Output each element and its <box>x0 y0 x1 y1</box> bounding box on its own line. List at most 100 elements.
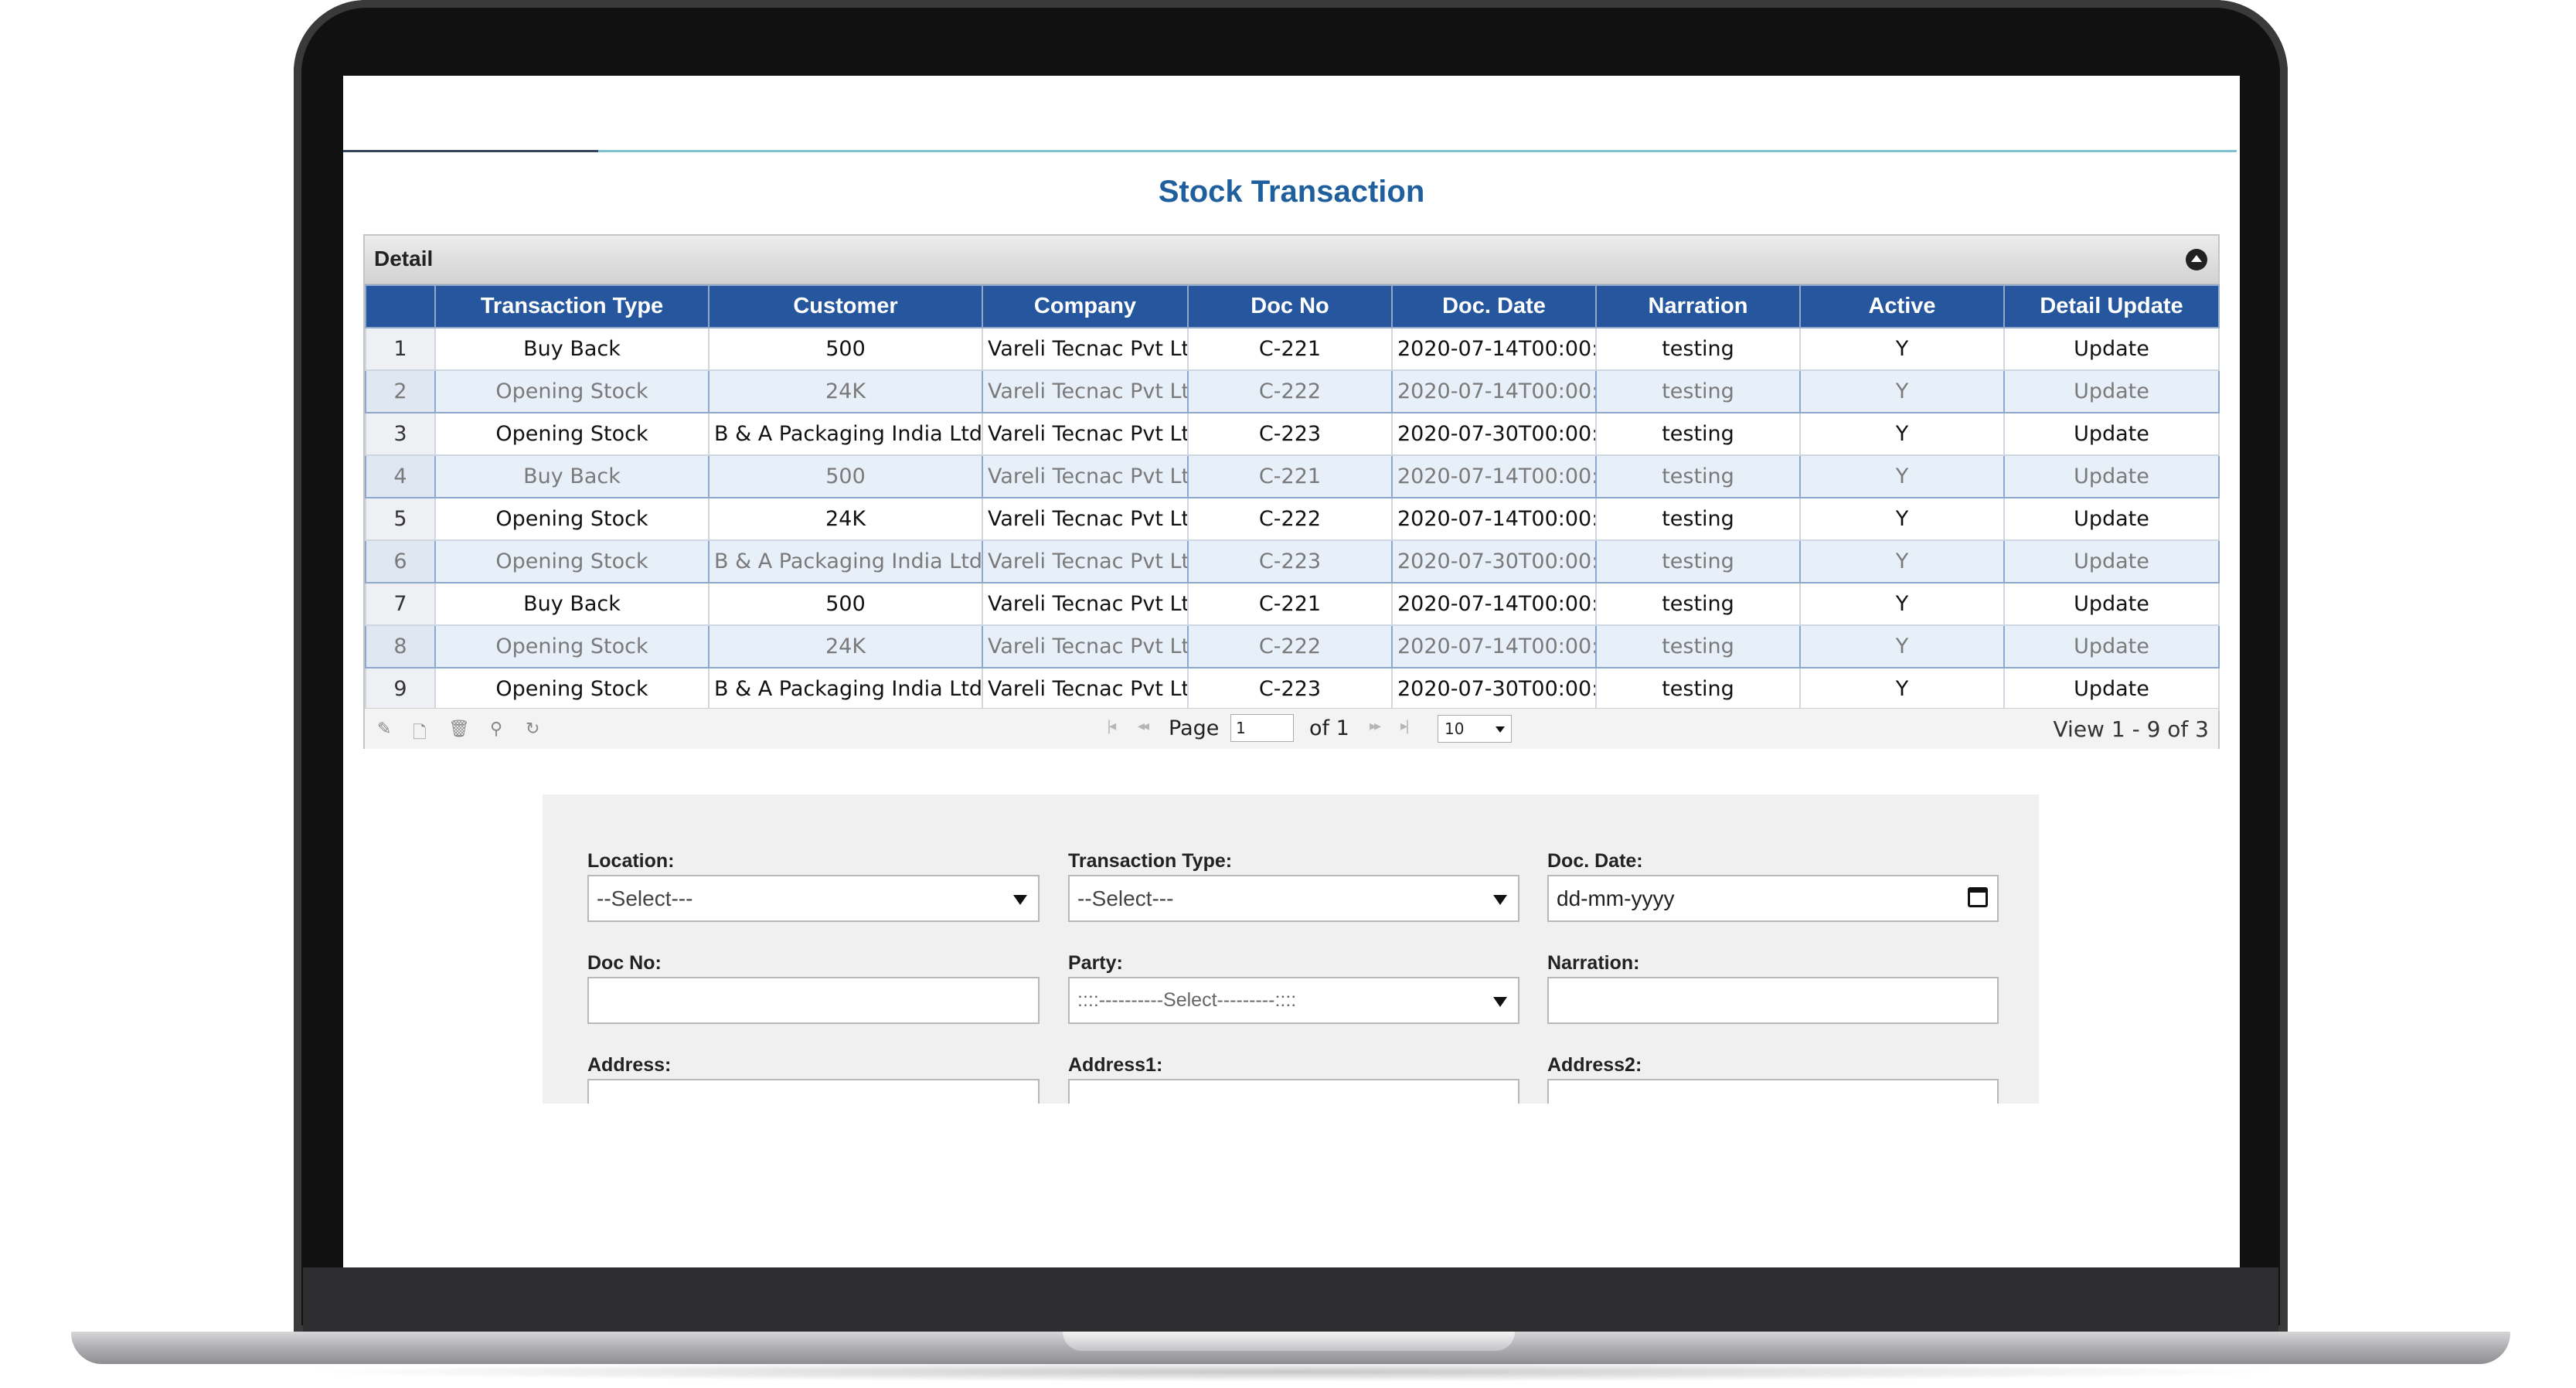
column-header-narration[interactable]: Narration <box>1595 284 1801 328</box>
grid-header-row: Transaction Type Customer Company Doc No… <box>365 284 2220 328</box>
row-number: 3 <box>365 412 436 456</box>
doc-date-cell: 2020-07-14T00:00:00 <box>1391 369 1597 413</box>
narration-cell: testing <box>1595 667 1801 711</box>
table-row[interactable]: 6 Opening Stock B & A Packaging India Ltd V… <box>365 539 2220 583</box>
doc-date-cell: 2020-07-14T00:00:00 <box>1391 582 1597 626</box>
column-header-company[interactable]: Company <box>982 284 1189 328</box>
company-cell: Vareli Tecnac Pvt Ltd <box>982 454 1189 498</box>
column-header-customer[interactable]: Customer <box>708 284 983 328</box>
rows-per-page-select[interactable]: 10 <box>1438 715 1512 743</box>
active-cell: Y <box>1799 624 2005 668</box>
doc-no-cell: C-222 <box>1187 624 1393 668</box>
customer-cell: 24K <box>708 369 983 413</box>
detail-update-link[interactable]: Update <box>2003 327 2220 371</box>
active-cell: Y <box>1799 369 2005 413</box>
column-header-transaction-type[interactable]: Transaction Type <box>434 284 710 328</box>
prev-page-icon[interactable]: ◂◂ <box>1138 718 1149 734</box>
detail-grid: Transaction Type Customer Company Doc No… <box>365 284 2220 711</box>
doc-date-cell: 2020-07-30T00:00:00 <box>1391 667 1597 711</box>
doc-no-cell: C-223 <box>1187 539 1393 583</box>
company-cell: Vareli Tecnac Pvt Ltd <box>982 412 1189 456</box>
row-number: 4 <box>365 454 436 498</box>
detail-update-link[interactable]: Update <box>2003 624 2220 668</box>
narration-label: Narration: <box>1547 952 1640 974</box>
column-header-detail-update[interactable]: Detail Update <box>2003 284 2220 328</box>
collapse-icon[interactable] <box>2186 249 2207 270</box>
table-row[interactable]: 1 Buy Back 500 Vareli Tecnac Pvt Ltd C-221 20… <box>365 327 2220 371</box>
column-header-doc-no[interactable]: Doc No <box>1187 284 1393 328</box>
location-select[interactable]: --Select--- <box>587 875 1040 922</box>
last-page-icon[interactable]: ▸| <box>1400 718 1410 734</box>
doc-no-cell: C-223 <box>1187 667 1393 711</box>
table-row[interactable]: 3 Opening Stock B & A Packaging India Ltd V… <box>365 412 2220 456</box>
doc-no-cell: C-222 <box>1187 369 1393 413</box>
form-cutoff <box>343 1104 2240 1267</box>
page-title: Stock Transaction <box>1158 175 1425 209</box>
transaction-type-cell: Opening Stock <box>434 369 710 413</box>
add-icon[interactable]: 🗋 <box>413 723 427 743</box>
doc-date-cell: 2020-07-14T00:00:00 <box>1391 454 1597 498</box>
doc-date-cell: 2020-07-30T00:00:00 <box>1391 412 1597 456</box>
transaction-type-cell: Buy Back <box>434 454 710 498</box>
company-cell: Vareli Tecnac Pvt Ltd <box>982 582 1189 626</box>
delete-icon[interactable]: 🗑 <box>448 720 470 739</box>
detail-update-link[interactable]: Update <box>2003 412 2220 456</box>
customer-cell: 500 <box>708 327 983 371</box>
narration-input[interactable] <box>1547 977 1999 1024</box>
column-header-doc-date[interactable]: Doc. Date <box>1391 284 1597 328</box>
table-row[interactable]: 2 Opening Stock 24K Vareli Tecnac Pvt Ltd C-… <box>365 369 2220 413</box>
active-cell: Y <box>1799 327 2005 371</box>
edit-icon[interactable]: ✎ <box>377 720 392 739</box>
address2-label: Address2: <box>1547 1054 1642 1076</box>
table-row[interactable]: 9 Opening Stock B & A Packaging India Ltd V… <box>365 667 2220 711</box>
view-records-text: View 1 - 9 of 3 <box>2053 716 2209 742</box>
grid-caption-bar: Detail <box>365 236 2218 284</box>
table-row[interactable]: 8 Opening Stock 24K Vareli Tecnac Pvt Ltd C-… <box>365 624 2220 668</box>
active-cell: Y <box>1799 539 2005 583</box>
laptop-notch <box>1063 1332 1515 1351</box>
transaction-type-cell: Opening Stock <box>434 667 710 711</box>
transaction-type-cell: Opening Stock <box>434 412 710 456</box>
table-row[interactable]: 4 Buy Back 500 Vareli Tecnac Pvt Ltd C-221 20… <box>365 454 2220 498</box>
doc-date-cell: 2020-07-14T00:00:00 <box>1391 624 1597 668</box>
address-label: Address: <box>587 1054 672 1076</box>
detail-update-link[interactable]: Update <box>2003 454 2220 498</box>
party-select[interactable]: ::::----------Select---------:::: <box>1068 977 1519 1024</box>
first-page-icon[interactable]: |◂ <box>1107 718 1116 734</box>
doc-date-cell: 2020-07-14T00:00:00 <box>1391 327 1597 371</box>
column-header-active[interactable]: Active <box>1799 284 2005 328</box>
refresh-icon[interactable]: ↻ <box>526 720 540 739</box>
calendar-icon[interactable] <box>1968 887 1988 907</box>
customer-cell: B & A Packaging India Ltd <box>708 667 983 711</box>
detail-update-link[interactable]: Update <box>2003 369 2220 413</box>
screen: Stock Transaction Detail Transaction Typ… <box>343 76 2240 1267</box>
doc-no-cell: C-221 <box>1187 327 1393 371</box>
detail-update-link[interactable]: Update <box>2003 497 2220 541</box>
narration-cell: testing <box>1595 327 1801 371</box>
company-cell: Vareli Tecnac Pvt Ltd <box>982 369 1189 413</box>
detail-update-link[interactable]: Update <box>2003 667 2220 711</box>
address1-label: Address1: <box>1068 1054 1163 1076</box>
transaction-type-label: Transaction Type: <box>1068 850 1233 872</box>
detail-update-link[interactable]: Update <box>2003 582 2220 626</box>
table-row[interactable]: 7 Buy Back 500 Vareli Tecnac Pvt Ltd C-221 20… <box>365 582 2220 626</box>
transaction-type-cell: Buy Back <box>434 327 710 371</box>
doc-no-input[interactable] <box>587 977 1040 1024</box>
row-number: 9 <box>365 667 436 711</box>
doc-no-cell: C-223 <box>1187 412 1393 456</box>
doc-no-cell: C-222 <box>1187 497 1393 541</box>
narration-cell: testing <box>1595 539 1801 583</box>
table-row[interactable]: 5 Opening Stock 24K Vareli Tecnac Pvt Ltd C-… <box>365 497 2220 541</box>
detail-update-link[interactable]: Update <box>2003 539 2220 583</box>
doc-no-cell: C-221 <box>1187 454 1393 498</box>
row-number: 6 <box>365 539 436 583</box>
customer-cell: 24K <box>708 497 983 541</box>
laptop-shadow <box>294 1362 2288 1382</box>
customer-cell: 24K <box>708 624 983 668</box>
transaction-type-select[interactable]: --Select--- <box>1068 875 1519 922</box>
next-page-icon[interactable]: ▸▸ <box>1370 718 1381 734</box>
page-number-input[interactable]: 1 <box>1230 714 1294 742</box>
laptop-chin <box>303 1267 2278 1333</box>
doc-date-input[interactable]: dd-mm-yyyy <box>1547 875 1999 922</box>
search-icon[interactable]: ⚲ <box>490 720 503 739</box>
